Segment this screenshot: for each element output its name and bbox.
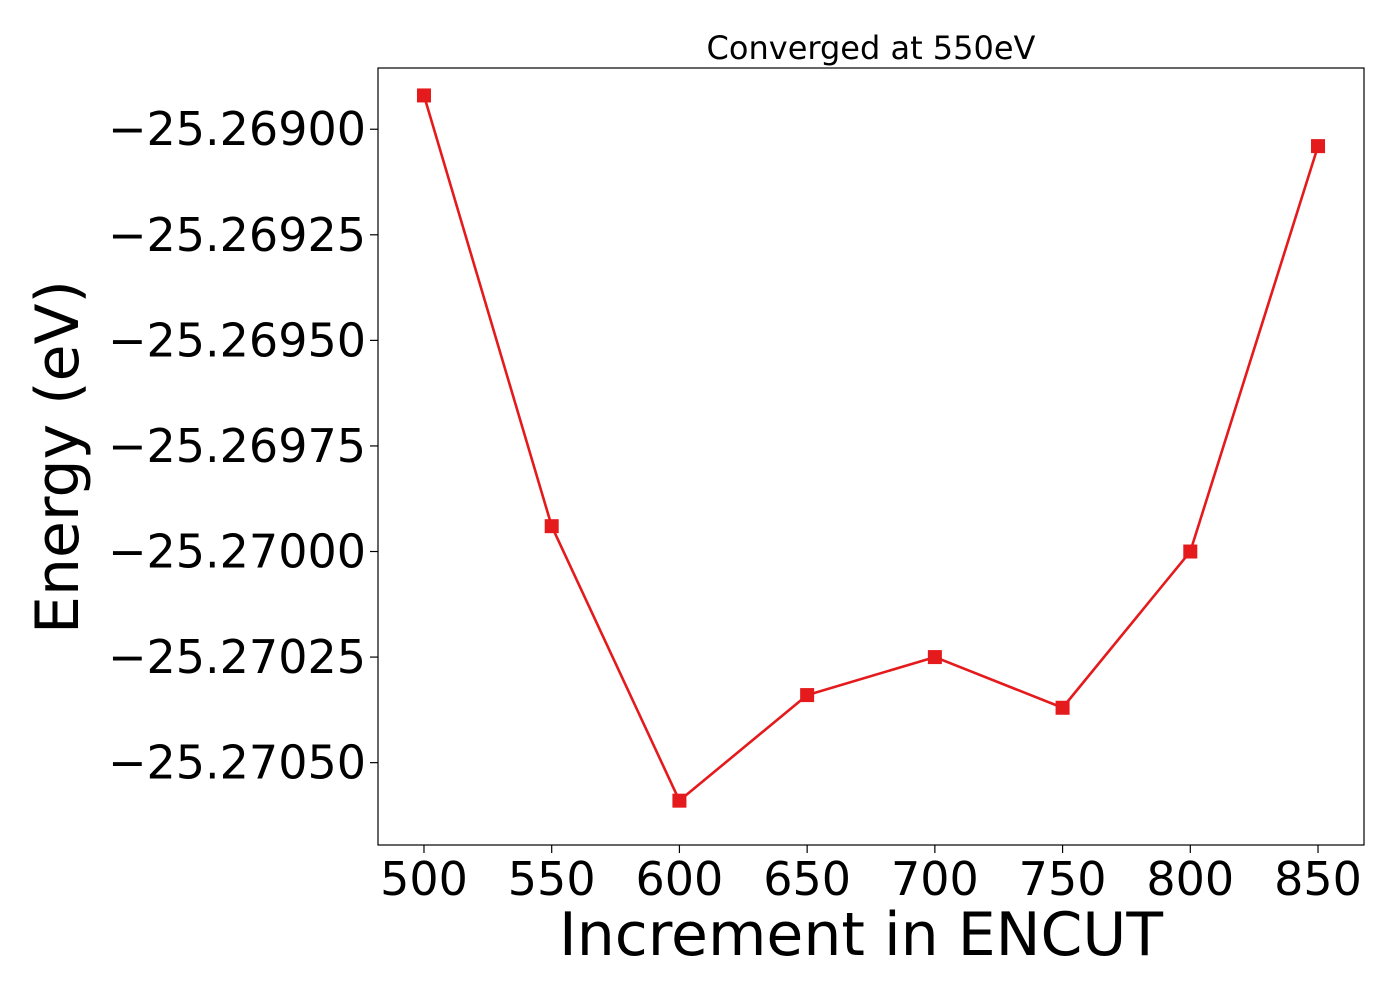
data-point <box>544 519 559 534</box>
x-tick-label: 550 <box>508 852 596 906</box>
y-tick-label: −25.26900 <box>108 102 366 156</box>
chart-title: Converged at 550eV <box>707 29 1036 67</box>
data-point <box>800 688 815 703</box>
x-tick-label: 650 <box>763 852 851 906</box>
data-point <box>927 650 942 665</box>
y-tick-label: −25.26925 <box>108 208 366 262</box>
plot-area: 500 550 600 650 700 750 800 850 −25.26900 −25.269… <box>108 67 1365 906</box>
y-axis-label: Energy (eV) <box>23 280 93 634</box>
x-tick-label: 750 <box>1019 852 1107 906</box>
data-point <box>672 793 687 808</box>
y-tick-label: −25.27000 <box>108 525 366 579</box>
x-tick-label: 700 <box>891 852 979 906</box>
x-tick-label: 500 <box>380 852 468 906</box>
y-tick-label: −25.26950 <box>108 313 366 367</box>
y-tick-label: −25.26975 <box>108 419 366 473</box>
x-tick-label: 850 <box>1274 852 1362 906</box>
axes-frame <box>377 67 1365 846</box>
series-line <box>422 95 1320 802</box>
data-point <box>1311 139 1326 154</box>
x-tick-label: 800 <box>1146 852 1234 906</box>
x-axis-label: Increment in ENCUT <box>559 900 1163 970</box>
data-point <box>1055 700 1070 715</box>
data-point <box>1183 544 1198 559</box>
y-tick-label: −25.27025 <box>108 630 366 684</box>
data-point <box>416 88 431 103</box>
y-tick-label: −25.27050 <box>108 736 366 790</box>
x-tick-label: 600 <box>636 852 724 906</box>
